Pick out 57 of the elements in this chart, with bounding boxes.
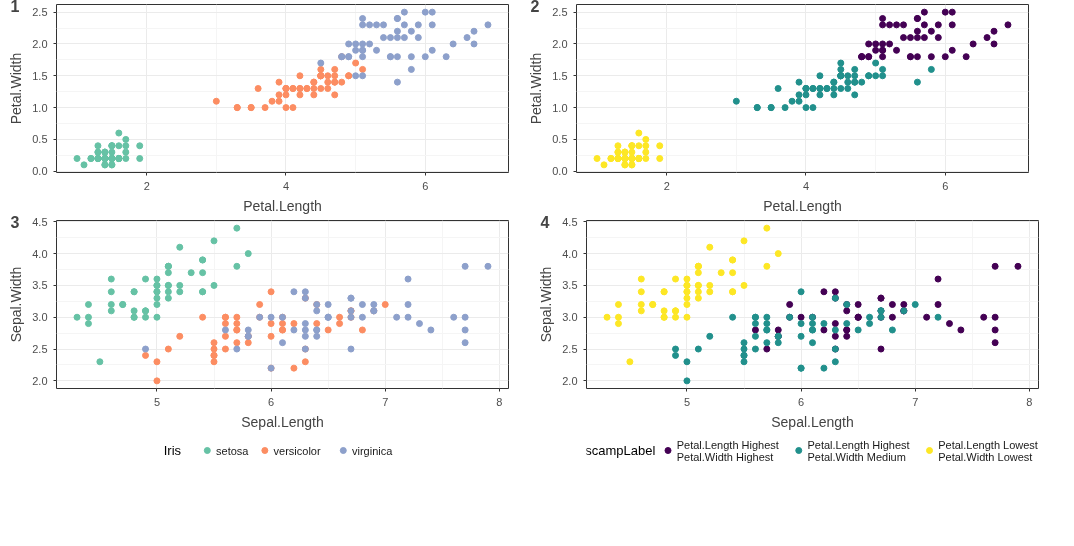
x-tick-label: 5 (683, 395, 691, 408)
x-tick-label: 6 (268, 395, 275, 408)
y-tick-label: 2.5 (552, 6, 568, 19)
y-tick-label: 2.0 (32, 374, 48, 387)
y-tick-label: 0.0 (32, 165, 48, 178)
y-tick-label: 4.0 (562, 247, 578, 260)
legend-label: setosa (216, 444, 250, 457)
y-tick-label: 2.5 (32, 6, 48, 19)
x-tick-label: 6 (422, 179, 429, 192)
x-tick-label: 4 (802, 179, 810, 192)
x-tick-label: 6 (798, 395, 805, 408)
y-tick-label: 2.5 (32, 343, 48, 356)
y-tick-label: 3.0 (562, 311, 578, 324)
y-tick-label: 2.0 (32, 37, 48, 50)
x-tick-label: 6 (942, 179, 949, 192)
y-tick-label: 0.5 (552, 133, 568, 146)
y-axis-title: Sepal.Width (538, 266, 555, 343)
y-tick-label: 1.0 (552, 101, 568, 114)
x-tick-label: 5 (153, 395, 161, 408)
x-tick-label: 4 (282, 179, 290, 192)
x-axis-title: Sepal.Length (241, 413, 324, 430)
y-tick-label: 3.5 (32, 279, 48, 292)
chart-title: 4 (540, 213, 550, 231)
y-tick-label: 1.0 (32, 101, 48, 114)
y-tick-label: 0.0 (552, 165, 568, 178)
chart-title: 1 (10, 0, 20, 15)
y-tick-label: 3.5 (562, 279, 578, 292)
y-tick-label: 2.5 (562, 343, 578, 356)
y-axis-title: Petal.Width (528, 52, 545, 125)
y-axis-title: Sepal.Width (8, 266, 25, 343)
x-axis-title: Sepal.Length (771, 413, 854, 430)
y-tick-label: 0.5 (32, 133, 48, 146)
legend-label: Petal.Length Highest Petal.Width Medium (807, 438, 910, 463)
y-tick-label: 4.5 (562, 215, 578, 228)
y-axis-title: Petal.Width (8, 52, 25, 125)
legend-label: virginica (352, 444, 394, 457)
x-tick-label: 7 (912, 395, 919, 408)
y-tick-label: 4.0 (32, 247, 48, 260)
x-axis-title: Petal.Length (243, 197, 322, 214)
legend-label: versicolor (273, 444, 321, 457)
x-axis-title: Petal.Length (763, 197, 842, 214)
y-tick-label: 2.0 (552, 37, 568, 50)
x-tick-label: 8 (496, 395, 503, 408)
chart-title: 3 (10, 213, 20, 231)
x-tick-label: 8 (1026, 395, 1033, 408)
x-tick-label: 7 (382, 395, 389, 408)
x-tick-label: 2 (143, 179, 150, 192)
x-tick-label: 2 (663, 179, 670, 192)
legend-label: Petal.Length Highest Petal.Width Highest (676, 438, 779, 463)
y-tick-label: 1.5 (552, 69, 568, 82)
y-tick-label: 4.5 (32, 215, 48, 228)
chart-title: 2 (530, 0, 540, 15)
legend-title: Iris (163, 443, 182, 458)
y-tick-label: 2.0 (562, 374, 578, 387)
legend-label: Petal.Length Lowest Petal.Width Lowest (938, 438, 1038, 463)
y-tick-label: 3.0 (32, 311, 48, 324)
y-tick-label: 1.5 (32, 69, 48, 82)
